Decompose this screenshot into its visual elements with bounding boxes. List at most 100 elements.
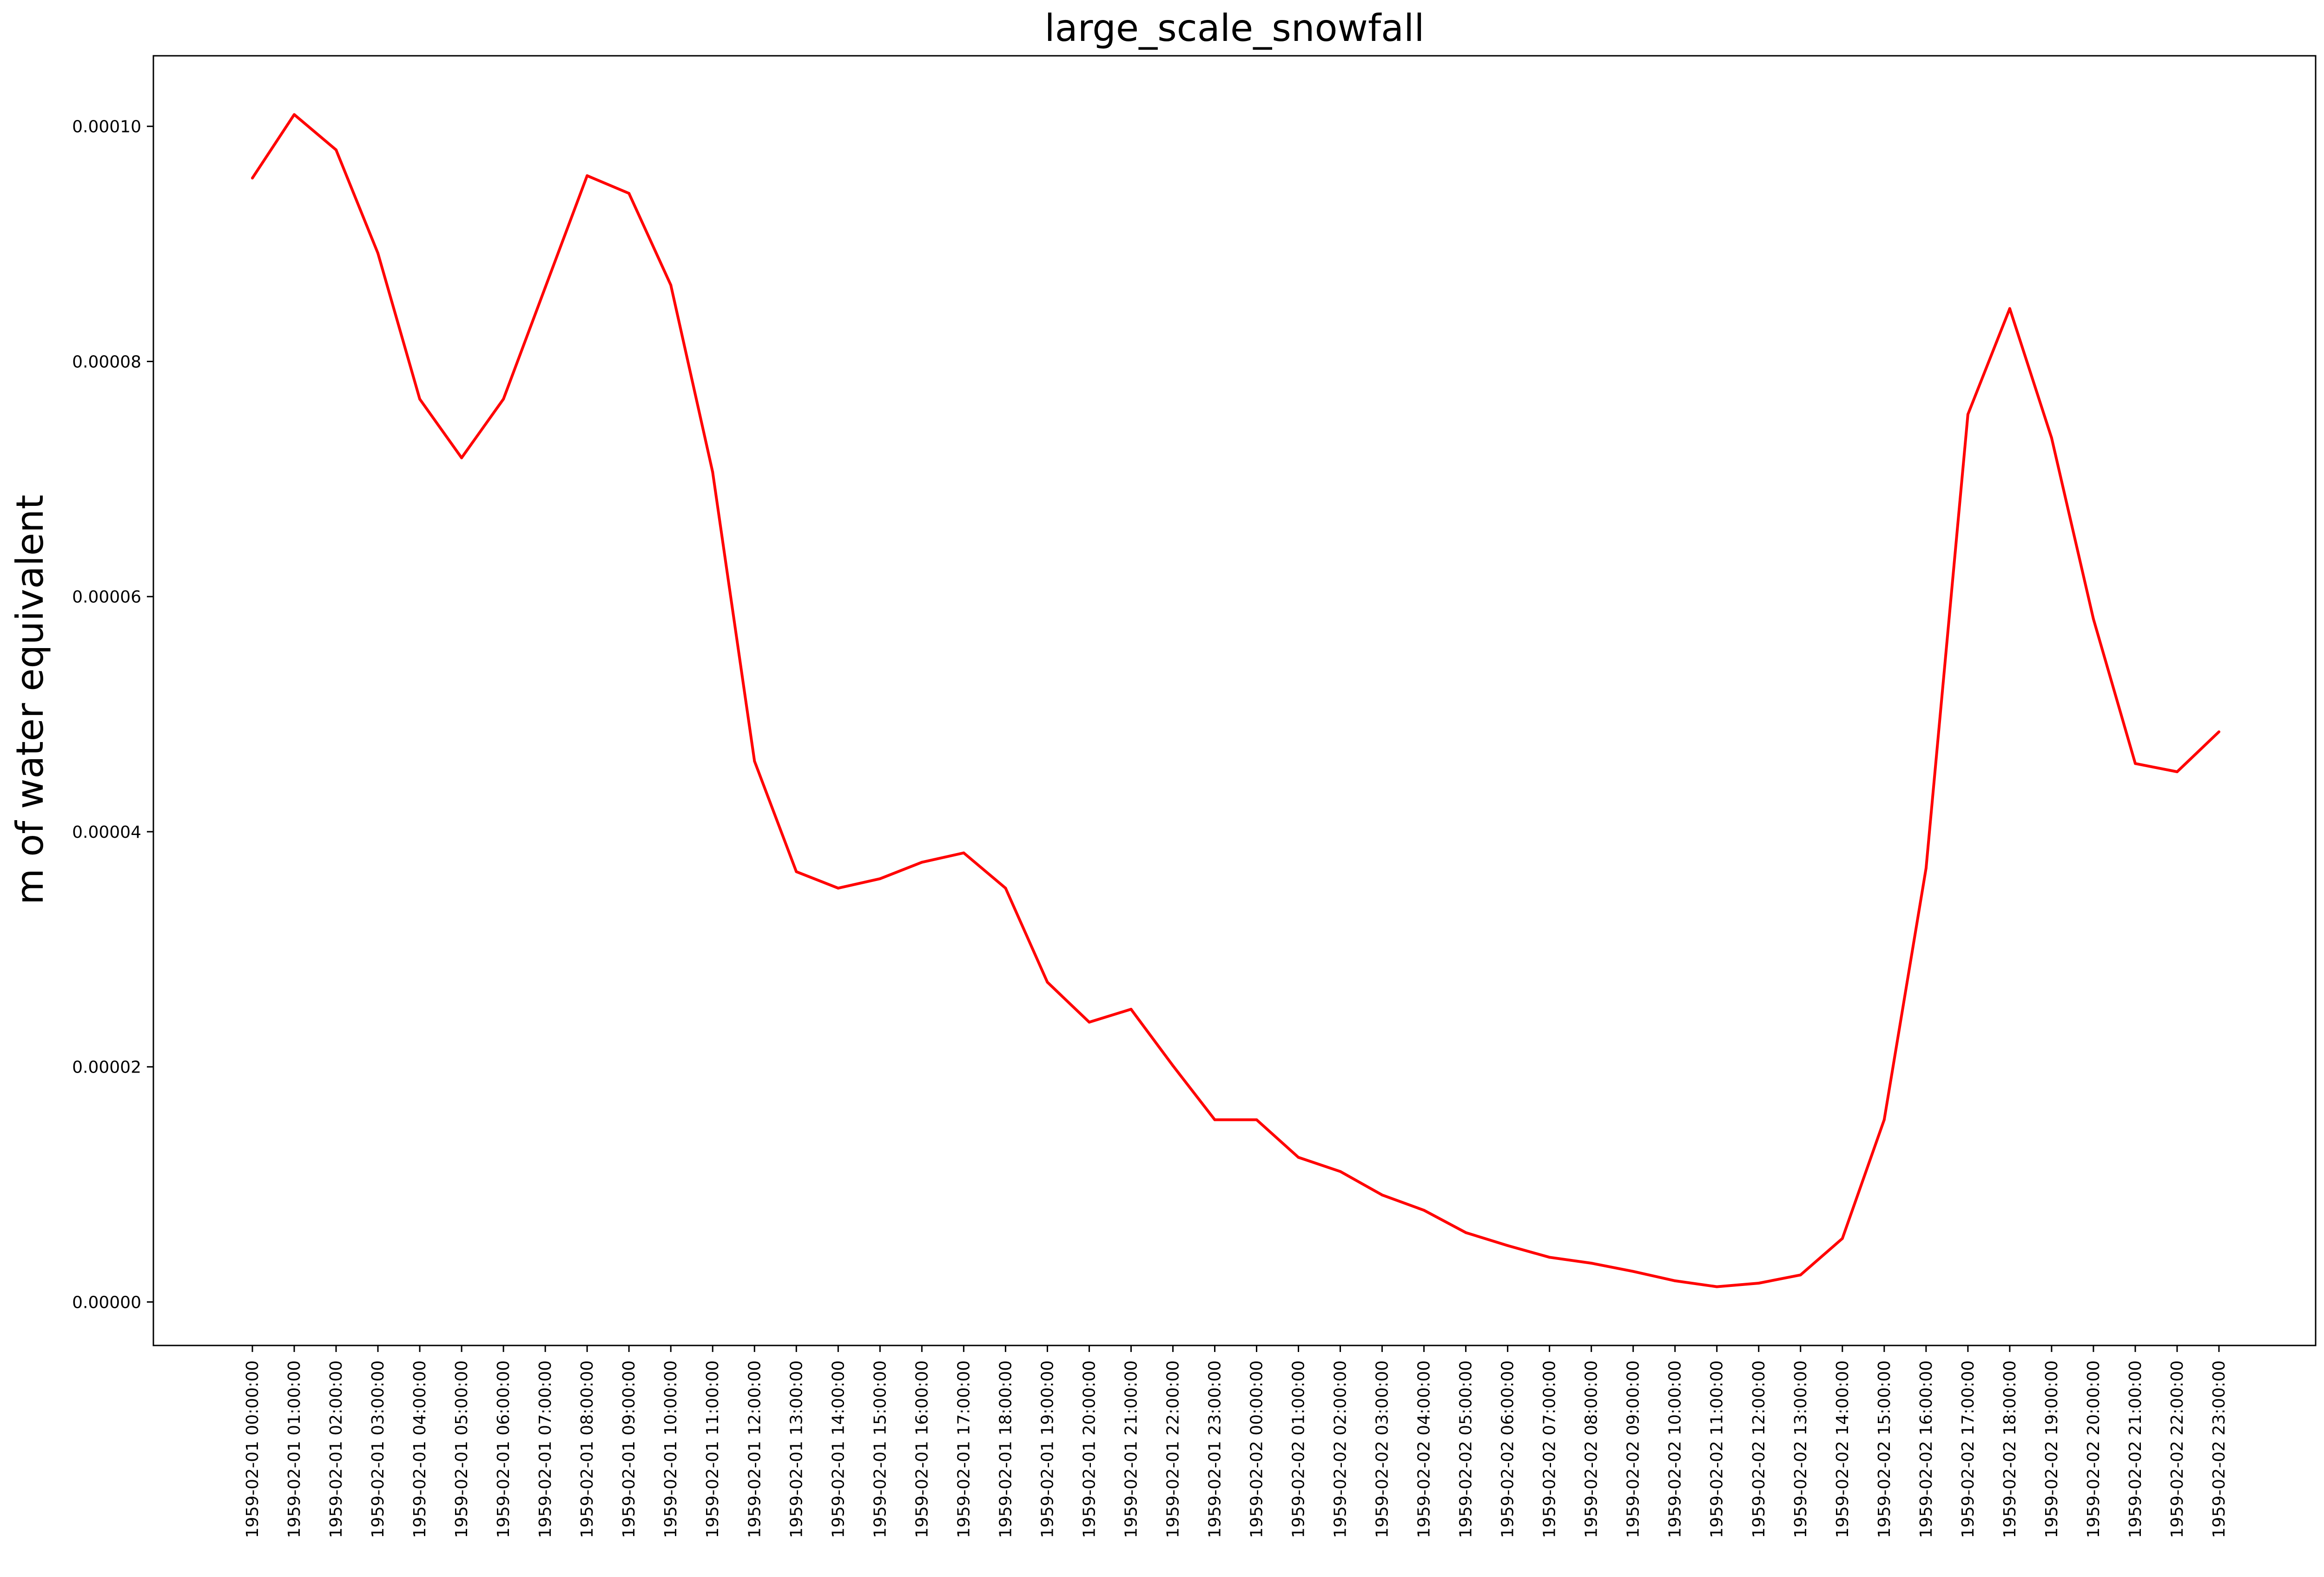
data-point xyxy=(335,148,338,152)
data-point xyxy=(1924,867,1928,870)
x-tick-label: 1959-02-02 05:00:00 xyxy=(1457,1360,1476,1538)
plot-frame xyxy=(152,55,2317,1346)
y-tick-label: 0.00008 xyxy=(72,352,141,371)
data-point xyxy=(2092,617,2095,621)
data-point xyxy=(1841,1237,1844,1240)
y-tick-label: 0.00010 xyxy=(72,118,141,137)
x-tick-label: 1959-02-02 21:00:00 xyxy=(2126,1360,2145,1538)
data-point xyxy=(1171,1064,1175,1067)
x-tick-label: 1959-02-02 19:00:00 xyxy=(2042,1360,2061,1538)
x-tick-label: 1959-02-02 18:00:00 xyxy=(2000,1360,2020,1538)
x-tick-label: 1959-02-02 07:00:00 xyxy=(1540,1360,1559,1538)
data-point xyxy=(1046,981,1049,984)
x-tick-label: 1959-02-02 00:00:00 xyxy=(1248,1360,1267,1538)
data-point xyxy=(1882,1118,1886,1121)
x-tick-label: 1959-02-01 18:00:00 xyxy=(996,1360,1015,1538)
x-tick-label: 1959-02-01 00:00:00 xyxy=(243,1360,262,1538)
x-tick-label: 1959-02-01 12:00:00 xyxy=(745,1360,764,1538)
data-point xyxy=(1631,1270,1635,1273)
x-tick-label: 1959-02-01 03:00:00 xyxy=(369,1360,388,1538)
y-tick-label: 0.00002 xyxy=(72,1058,141,1077)
x-tick-label: 1959-02-01 19:00:00 xyxy=(1038,1360,1057,1538)
y-axis-label: m of water equivalent xyxy=(8,495,52,905)
data-point xyxy=(627,192,631,195)
x-tick-label: 1959-02-02 03:00:00 xyxy=(1373,1360,1392,1538)
y-tick-label: 0.00006 xyxy=(72,588,141,607)
x-tick-label: 1959-02-02 11:00:00 xyxy=(1708,1360,1727,1538)
y-tick-label: 0.00004 xyxy=(72,823,141,842)
x-tick-label: 1959-02-02 22:00:00 xyxy=(2168,1360,2187,1538)
data-point xyxy=(1506,1244,1509,1247)
x-tick-label: 1959-02-01 11:00:00 xyxy=(703,1360,722,1538)
data-point xyxy=(1799,1273,1802,1277)
x-tick-label: 1959-02-01 22:00:00 xyxy=(1163,1360,1182,1538)
x-tick-label: 1959-02-01 01:00:00 xyxy=(285,1360,304,1538)
data-point xyxy=(2175,770,2179,773)
data-point xyxy=(1590,1261,1593,1265)
x-tick-label: 1959-02-01 06:00:00 xyxy=(494,1360,513,1538)
x-tick-label: 1959-02-01 23:00:00 xyxy=(1205,1360,1224,1538)
data-point xyxy=(837,887,840,890)
x-tick-label: 1959-02-01 09:00:00 xyxy=(620,1360,639,1538)
data-point xyxy=(1339,1170,1342,1173)
x-tick-label: 1959-02-02 08:00:00 xyxy=(1582,1360,1601,1538)
x-tick-label: 1959-02-02 02:00:00 xyxy=(1331,1360,1350,1538)
x-tick-label: 1959-02-01 16:00:00 xyxy=(912,1360,931,1538)
x-tick-label: 1959-02-02 04:00:00 xyxy=(1415,1360,1434,1538)
x-tick-label: 1959-02-02 10:00:00 xyxy=(1666,1360,1685,1538)
data-point xyxy=(502,398,505,401)
data-point xyxy=(1297,1156,1300,1159)
data-point xyxy=(1129,1007,1133,1011)
x-tick-label: 1959-02-01 10:00:00 xyxy=(661,1360,680,1538)
data-point xyxy=(251,176,254,179)
chart-title: large_scale_snowfall xyxy=(1044,7,1424,50)
data-point xyxy=(418,398,422,401)
x-tick-label: 1959-02-01 05:00:00 xyxy=(452,1360,471,1538)
data-point xyxy=(2050,436,2053,439)
data-point xyxy=(1380,1193,1384,1197)
x-tick-label: 1959-02-01 20:00:00 xyxy=(1080,1360,1099,1538)
x-tick-label: 1959-02-01 17:00:00 xyxy=(954,1360,973,1538)
data-point xyxy=(544,286,547,289)
data-point xyxy=(1004,887,1007,890)
data-point xyxy=(1464,1231,1467,1234)
x-tick-label: 1959-02-01 13:00:00 xyxy=(787,1360,806,1538)
x-tick-label: 1959-02-01 08:00:00 xyxy=(578,1360,597,1538)
data-point xyxy=(1213,1118,1216,1121)
data-point xyxy=(1673,1279,1677,1282)
x-tick-label: 1959-02-02 17:00:00 xyxy=(1959,1360,1978,1538)
x-tick-label: 1959-02-01 04:00:00 xyxy=(410,1360,429,1538)
data-point xyxy=(1255,1118,1258,1121)
data-point xyxy=(669,284,673,287)
x-tick-label: 1959-02-01 15:00:00 xyxy=(871,1360,890,1538)
data-point xyxy=(795,870,798,873)
x-tick-label: 1959-02-02 06:00:00 xyxy=(1499,1360,1518,1538)
data-point xyxy=(376,252,380,255)
data-point xyxy=(1757,1281,1760,1285)
data-point xyxy=(753,760,756,763)
x-tick-label: 1959-02-02 20:00:00 xyxy=(2084,1360,2103,1538)
data-point xyxy=(460,456,463,459)
plot-area: 0.00000 0.00002 0.00004 0.00006 0.00008 0.000… xyxy=(72,113,2229,1538)
x-tick-label: 1959-02-02 09:00:00 xyxy=(1624,1360,1643,1538)
data-point xyxy=(962,851,965,855)
x-tick-label: 1959-02-02 23:00:00 xyxy=(2210,1360,2229,1538)
x-tick-label: 1959-02-02 14:00:00 xyxy=(1833,1360,1852,1538)
data-point xyxy=(711,470,714,474)
data-point xyxy=(1422,1209,1426,1212)
data-point xyxy=(586,174,589,177)
data-point xyxy=(2133,762,2137,765)
data-point xyxy=(1715,1285,1718,1288)
data-point xyxy=(920,861,924,864)
x-tick-label: 1959-02-02 12:00:00 xyxy=(1750,1360,1769,1538)
data-point xyxy=(293,113,296,116)
data-point xyxy=(1966,413,1969,416)
x-tick-label: 1959-02-02 15:00:00 xyxy=(1875,1360,1894,1538)
x-tick-label: 1959-02-02 13:00:00 xyxy=(1791,1360,1810,1538)
x-tick-label: 1959-02-01 14:00:00 xyxy=(829,1360,848,1538)
x-tick-label: 1959-02-02 01:00:00 xyxy=(1289,1360,1308,1538)
x-tick-label: 1959-02-02 16:00:00 xyxy=(1917,1360,1936,1538)
x-tick-label: 1959-02-01 02:00:00 xyxy=(327,1360,346,1538)
